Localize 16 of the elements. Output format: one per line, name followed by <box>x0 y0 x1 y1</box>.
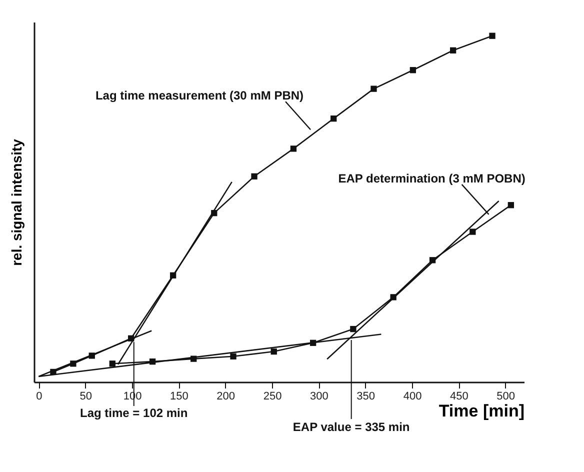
x-tick-label: 0 <box>36 390 42 402</box>
x-tick-label: 450 <box>450 390 468 402</box>
ref-line-label: EAP value = 335 min <box>292 420 410 434</box>
x-tick-label: 250 <box>263 390 282 402</box>
text: Lag time measurement (30 mM PBN) <box>95 88 304 103</box>
x-tick-label: 50 <box>80 390 92 402</box>
y-axis-title: rel. signal intensity <box>8 138 24 266</box>
x-tick-label: 400 <box>403 390 422 402</box>
ref-line-label: Lag time = 102 min <box>80 406 188 420</box>
x-tick-label: 500 <box>496 390 516 402</box>
x-tick-label: 300 <box>310 390 328 402</box>
x-tick-label: 350 <box>356 390 376 402</box>
x-tick-label: 200 <box>216 390 236 402</box>
x-axis-title: Time [min] <box>438 402 524 420</box>
x-tick-label: 150 <box>170 390 188 402</box>
series-label: EAP determination (3 mM POBN) <box>338 171 526 186</box>
